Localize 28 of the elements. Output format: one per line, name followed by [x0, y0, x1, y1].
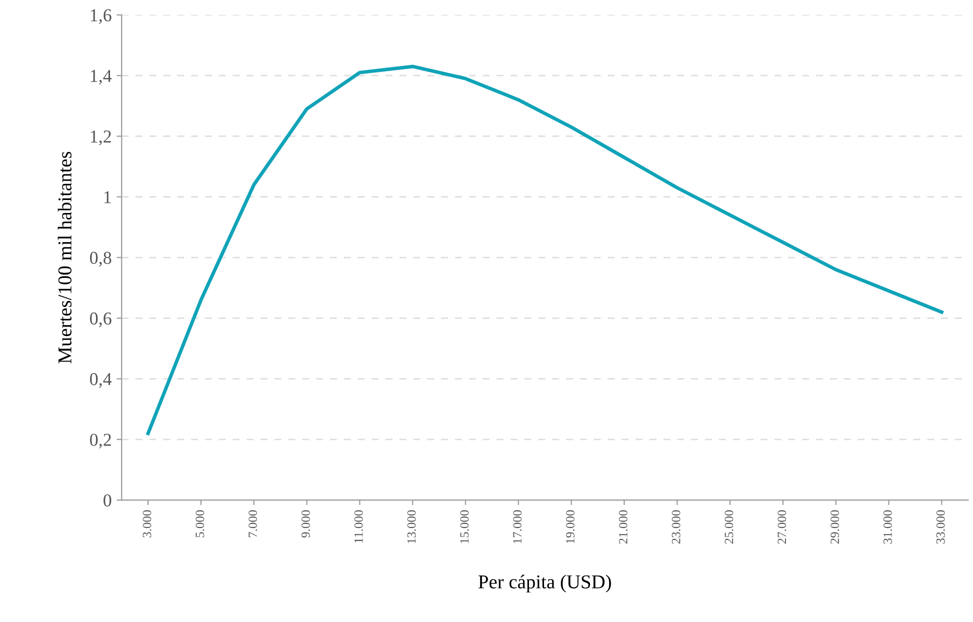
line-series	[146, 64, 944, 436]
y-tick-label: 1	[104, 191, 111, 204]
y-tick-label: 1,6	[90, 9, 112, 24]
x-tick-label: 21.000	[618, 510, 628, 544]
x-tick-label: 31.000	[883, 510, 892, 544]
y-axis-title: Muertes/100 mil habitantes	[58, 152, 72, 364]
y-tick-label: 0,8	[90, 252, 112, 267]
x-tick-label: 25.000	[724, 510, 734, 544]
x-tick-label: 7.000	[248, 510, 258, 538]
x-tick-label: 27.000	[778, 510, 786, 544]
x-tick-label: 11.000	[354, 510, 363, 543]
x-axis-title: Per cápita (USD)	[478, 574, 611, 592]
x-tick-label: 5.000	[196, 510, 204, 538]
y-tick-label: 0,4	[90, 373, 112, 388]
x-tick-label: 33.000	[936, 510, 945, 544]
x-tick-label: 23.000	[672, 510, 680, 544]
y-tick-label: 1,2	[90, 130, 111, 146]
x-tick-label: 19.000	[566, 510, 575, 544]
x-tick-label: 13.000	[407, 510, 416, 544]
x-tick-label: 3.000	[142, 510, 152, 538]
y-tick-label: 0	[104, 494, 112, 507]
x-tick-label: 17.000	[513, 510, 522, 544]
x-tick-label: 15.000	[460, 510, 469, 544]
x-tick-label: 29.000	[830, 510, 840, 544]
y-tick-label: 0,2	[90, 434, 111, 448]
x-tick-label: 9.000	[301, 510, 310, 538]
y-tick-label: 0,6	[90, 312, 112, 328]
y-tick-label: 1,4	[90, 70, 112, 85]
